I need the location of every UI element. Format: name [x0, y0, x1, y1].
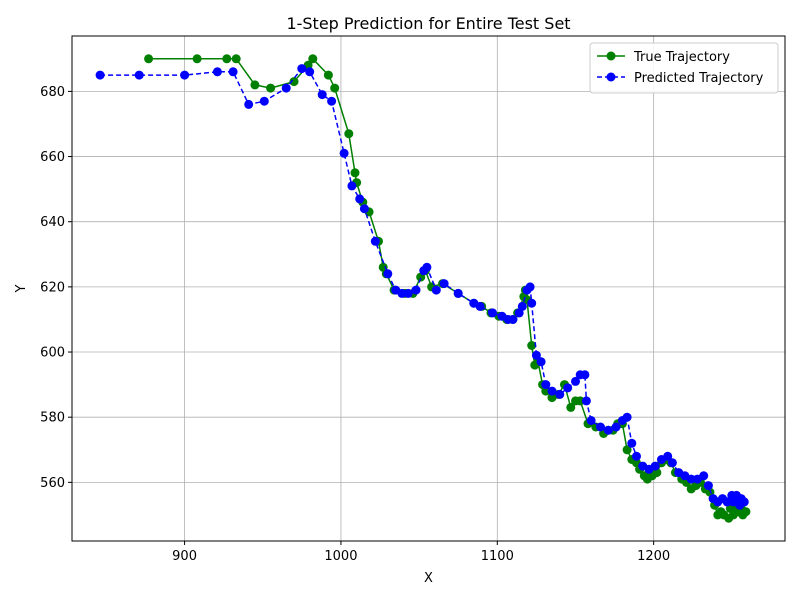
data-point-predicted	[603, 425, 613, 435]
data-point-true	[289, 77, 299, 87]
y-tick-label: 640	[40, 215, 65, 230]
data-point-predicted	[297, 64, 307, 74]
ticks: 900 1000 1100 1200 560 580 600 620 640 660 680	[40, 85, 670, 564]
data-point-predicted	[527, 298, 537, 308]
data-point-predicted	[370, 236, 380, 246]
data-point-predicted	[212, 67, 222, 77]
legend: True Trajectory Predicted Trajectory	[589, 42, 779, 94]
data-point-predicted	[728, 497, 738, 507]
data-point-true	[144, 54, 154, 64]
data-point-true	[192, 54, 202, 64]
data-point-predicted	[422, 262, 432, 272]
data-point-predicted	[699, 471, 709, 481]
data-point-predicted	[555, 389, 565, 399]
data-point-true	[527, 341, 537, 350]
data-point-predicted	[722, 497, 732, 507]
data-point-predicted	[586, 416, 596, 425]
data-point-predicted	[180, 70, 190, 80]
data-point-predicted	[317, 90, 327, 100]
data-point-predicted	[134, 70, 144, 80]
data-point-predicted	[244, 99, 254, 109]
data-point-predicted	[411, 285, 421, 295]
data-point-predicted	[611, 422, 621, 432]
data-point-predicted	[622, 412, 632, 422]
data-point-true	[266, 83, 276, 93]
data-point-predicted	[403, 288, 413, 298]
y-tick-label: 600	[40, 346, 65, 361]
data-point-predicted	[703, 481, 713, 491]
x-tick-label: 1100	[481, 549, 514, 564]
data-point-predicted	[663, 451, 673, 461]
data-point-predicted	[355, 194, 365, 204]
data-point-true	[308, 54, 318, 64]
data-point-predicted	[571, 376, 580, 386]
data-point-true	[350, 168, 360, 178]
data-point-predicted	[431, 285, 441, 295]
data-point-predicted	[339, 148, 349, 158]
data-point-predicted	[397, 288, 407, 298]
y-tick-label: 560	[40, 476, 65, 491]
data-point-predicted	[359, 204, 369, 214]
data-point-true	[622, 445, 632, 455]
data-point-predicted	[517, 301, 527, 311]
data-point-predicted	[536, 357, 546, 367]
data-point-predicted	[541, 380, 551, 390]
data-point-true	[575, 396, 585, 406]
data-point-predicted	[228, 67, 238, 77]
axes-frame	[71, 35, 786, 542]
y-tick-label: 620	[40, 280, 65, 295]
data-point-true	[222, 54, 232, 64]
data-point-true	[250, 80, 260, 90]
data-point-predicted	[632, 451, 641, 461]
legend-marker-true	[606, 51, 616, 61]
data-point-predicted	[488, 308, 498, 318]
data-point-predicted	[525, 282, 535, 292]
y-axis-label: Y	[14, 284, 29, 293]
data-point-predicted	[259, 96, 269, 106]
legend-marker-predicted	[606, 72, 616, 82]
data-point-true	[231, 54, 241, 64]
legend-box	[589, 42, 779, 94]
y-tick-label: 660	[40, 150, 65, 165]
data-point-predicted	[347, 181, 357, 191]
data-point-true	[323, 70, 333, 80]
series-layer	[95, 54, 751, 523]
data-point-predicted	[383, 269, 393, 279]
data-point-predicted	[453, 288, 463, 298]
data-point-predicted	[547, 386, 557, 396]
data-point-predicted	[667, 458, 677, 468]
y-tick-label: 680	[40, 85, 65, 100]
data-point-predicted	[439, 279, 449, 289]
data-point-true	[330, 83, 340, 93]
y-tick-label: 580	[40, 411, 65, 426]
chart-title: 1-Step Prediction for Entire Test Set	[286, 14, 570, 33]
legend-label-true: True Trajectory	[633, 50, 730, 65]
data-point-true	[344, 129, 354, 139]
data-point-predicted	[508, 315, 518, 324]
x-tick-label: 1000	[324, 549, 357, 564]
data-point-predicted	[596, 422, 605, 432]
data-point-predicted	[281, 83, 291, 93]
x-tick-label: 900	[172, 549, 197, 564]
data-point-predicted	[531, 350, 541, 360]
x-axis-label: X	[424, 571, 433, 586]
series-predicted	[95, 64, 749, 510]
data-point-predicted	[581, 396, 591, 406]
data-point-predicted	[327, 96, 337, 106]
data-point-predicted	[475, 301, 485, 311]
data-point-predicted	[95, 70, 105, 80]
data-point-true	[566, 402, 576, 412]
legend-label-predicted: Predicted Trajectory	[634, 71, 764, 86]
data-point-predicted	[686, 474, 696, 484]
data-point-predicted	[627, 438, 637, 448]
data-point-predicted	[563, 383, 573, 393]
data-point-true	[541, 386, 551, 396]
data-point-predicted	[580, 370, 590, 380]
data-point-predicted	[305, 67, 315, 77]
data-point-predicted	[650, 461, 660, 471]
x-tick-label: 1200	[637, 549, 670, 564]
